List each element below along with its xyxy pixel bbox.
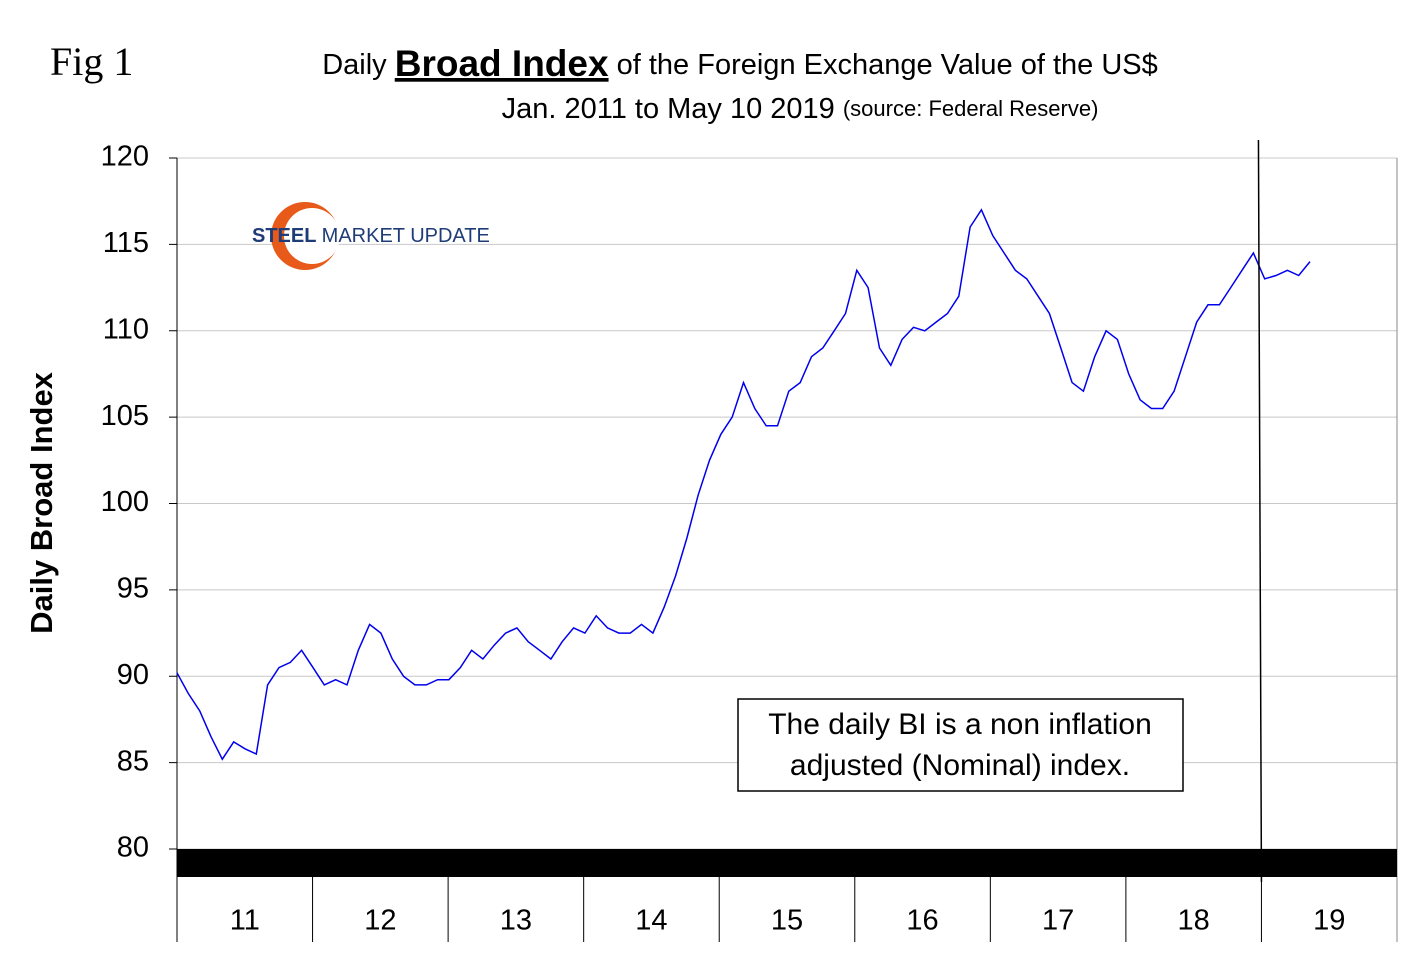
subtitle-text: Jan. 2011 to May 10 2019 (502, 93, 835, 125)
logo-part: STEEL (252, 225, 316, 247)
x-tick-label: 16 (906, 905, 938, 937)
annotation: The daily BI is a non inflation (768, 708, 1152, 741)
y-tick-label: 120 (101, 141, 149, 173)
x-tick-label: 19 (1313, 905, 1345, 937)
y-tick-label: 105 (101, 400, 149, 432)
marker-line (1257, 139, 1263, 883)
y-axis-label: Daily Broad Index (24, 371, 59, 634)
subtitle: Jan. 2011 to May 10 2019 (source: Federa… (502, 93, 1099, 125)
source: (source: Federal Reserve) (843, 96, 1099, 121)
x-tick-label: 15 (771, 905, 803, 937)
annotation: adjusted (Nominal) index. (790, 749, 1130, 782)
base-bar (177, 849, 1397, 877)
x-tick-label: 17 (1042, 905, 1074, 937)
y-tick-label: 80 (117, 832, 149, 864)
y-tick-label: 100 (101, 486, 149, 518)
x-tick-label: 14 (635, 905, 667, 937)
y-tick-label: 85 (117, 745, 149, 777)
annotation-box (737, 698, 1184, 792)
logo-text: STEEL MARKET UPDATE (252, 225, 490, 247)
line-series (176, 208, 1311, 761)
logo-mark (284, 208, 340, 264)
y-tick-label: 90 (117, 659, 149, 691)
chart-title: Daily Broad Index of the Foreign Exchang… (322, 43, 1158, 84)
figure-label: Fig 1 (50, 39, 133, 84)
y-tick-label: 115 (103, 227, 149, 259)
title-part: Broad Index (395, 43, 609, 84)
y-tick-label: 110 (103, 313, 149, 345)
x-tick-label: 12 (364, 905, 396, 937)
x-tick-label: 13 (500, 905, 532, 937)
title-part: Daily (322, 49, 387, 81)
x-tick-label: 18 (1178, 905, 1210, 937)
plot-area: 80 85 90 95 100 105 110 115 120 11 12 13 14 15 16 17 18 1… (101, 139, 1398, 942)
logo-part: MARKET UPDATE (322, 225, 490, 247)
x-tick-label: 11 (230, 905, 260, 937)
logo: STEEL MARKET UPDATE (252, 202, 490, 270)
y-tick-label: 95 (117, 573, 149, 605)
title-part: of the Foreign Exchange Value of the US$ (617, 49, 1158, 81)
